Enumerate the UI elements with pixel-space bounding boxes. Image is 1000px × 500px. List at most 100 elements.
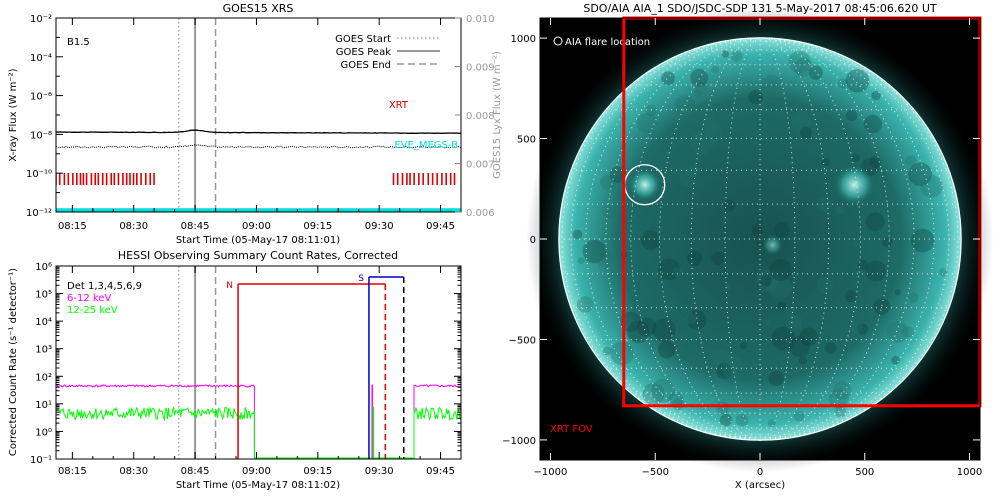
y-tick-label: 10⁵: [35, 290, 52, 301]
flare-location-label: AIA flare location: [565, 37, 650, 48]
disk-texture: [852, 239, 861, 248]
chart-title: HESSI Observing Summary Count Rates, Cor…: [118, 249, 398, 262]
solar-disk: [558, 37, 962, 441]
disk-texture: [627, 320, 650, 344]
disk-texture: [799, 327, 818, 346]
longitude-line: [605, 37, 761, 441]
longitude-line: [585, 37, 761, 441]
longitude-line: [759, 37, 935, 441]
y-tick-label: −500: [509, 335, 536, 346]
goes-panel: GOES15 XRS 10⁻¹² 10⁻¹⁰ 10⁻⁸ 10⁻⁶ 10⁻⁴ 10⁻² 0.00…: [8, 2, 503, 246]
disk-texture: [702, 116, 717, 132]
y2-tick-label: 0.008: [466, 111, 495, 122]
aia-panel: SDO/AIA AIA_1 SDO/JSDC-SDP 131 5-May-201…: [502, 2, 994, 491]
x-tick-label: −1000: [534, 467, 568, 478]
disk-texture: [759, 274, 772, 287]
disk-texture: [784, 307, 795, 318]
disk-texture: [719, 413, 733, 427]
series-6-12kev-line: [56, 384, 255, 459]
x-tick-label: 08:45: [181, 466, 210, 477]
y-tick-label: 10⁻⁴: [30, 53, 52, 64]
x-tick-label: 09:45: [426, 466, 455, 477]
disk-texture: [790, 112, 812, 133]
x-axis-label: Start Time (05-May-17 08:11:02): [176, 480, 340, 491]
disk-texture: [793, 58, 813, 77]
x-tick-label: −500: [642, 467, 669, 478]
disk-texture: [637, 317, 657, 337]
disk-texture: [851, 153, 860, 163]
disk-texture: [600, 175, 615, 190]
night-marker-label: N: [226, 281, 233, 291]
y-tick-label: 10⁻⁶: [30, 92, 52, 103]
disk-texture: [908, 292, 919, 303]
y-tick-label: 10⁶: [35, 262, 52, 273]
disk-texture: [821, 157, 831, 167]
series-12-25kev-line: [56, 406, 255, 459]
x-tick-label: 08:30: [119, 466, 148, 477]
active-region-center: [762, 235, 783, 256]
disk-texture: [724, 283, 731, 291]
disk-texture: [690, 68, 709, 87]
y-tick-label: 500: [517, 135, 536, 146]
disk-texture: [672, 267, 682, 277]
disk-texture: [865, 212, 885, 231]
disk-texture: [685, 164, 700, 179]
disk-texture: [767, 418, 776, 428]
legend-label: GOES Start: [335, 34, 391, 45]
disk-texture: [768, 370, 784, 387]
disk-texture: [582, 239, 607, 264]
disk-texture: [939, 267, 948, 277]
disk-texture: [721, 50, 730, 58]
y-tick-label: 10⁻¹⁰: [26, 169, 52, 180]
x-tick-label: 500: [855, 467, 874, 478]
disk-texture: [910, 228, 935, 253]
limb-circle: [558, 37, 962, 441]
disk-texture: [789, 336, 811, 357]
disk-texture: [816, 276, 834, 294]
active-region-west: [834, 164, 875, 205]
y2-tick-label: 0.007: [466, 160, 495, 171]
x-tick-label: 09:45: [426, 221, 455, 232]
disk-texture: [690, 130, 715, 155]
disk-texture: [739, 341, 748, 350]
disk-texture: [902, 326, 914, 338]
disk-texture: [651, 378, 675, 403]
x-tick-label: 09:00: [242, 221, 271, 232]
plot-frame: [55, 265, 462, 460]
plot-area: [56, 18, 461, 212]
disk-texture: [908, 162, 932, 187]
disk-texture: [609, 166, 627, 183]
disk-texture: [576, 296, 594, 313]
y2-tick-label: 0.009: [466, 63, 495, 74]
disk-texture: [869, 156, 881, 168]
x-tick-label: 08:15: [58, 221, 87, 232]
disk-texture: [645, 104, 658, 117]
y-tick-label: 10¹: [35, 400, 52, 411]
disk-texture: [873, 298, 891, 316]
disk-texture: [773, 222, 790, 238]
plot-area: [56, 266, 461, 459]
disk-texture: [748, 89, 763, 105]
disk-texture: [920, 175, 943, 198]
disk-texture: [652, 318, 676, 342]
disk-texture: [729, 87, 739, 97]
disk-texture: [636, 112, 657, 134]
y-tick-label: 10³: [35, 345, 52, 356]
disk-texture: [856, 323, 868, 335]
y-axis-label: Corrected Count Rate (s⁻¹ detector⁻¹): [8, 268, 19, 456]
disk-texture: [628, 326, 643, 341]
saa-marker-label: S: [358, 274, 364, 284]
y-tick-label: 10⁻¹²: [26, 208, 52, 219]
disk-texture: [596, 249, 614, 268]
longitude-line: [759, 37, 830, 441]
disk-texture: [882, 237, 893, 248]
disk-texture: [768, 276, 792, 299]
disk-texture: [620, 311, 641, 332]
x-tick-label: 09:15: [303, 466, 332, 477]
disk-texture: [668, 391, 684, 408]
disk-texture: [844, 289, 858, 303]
disk-texture: [730, 50, 743, 62]
disk-texture: [785, 315, 803, 332]
legend-label: GOES End: [341, 60, 391, 71]
x-tick-label: 09:00: [242, 466, 271, 477]
